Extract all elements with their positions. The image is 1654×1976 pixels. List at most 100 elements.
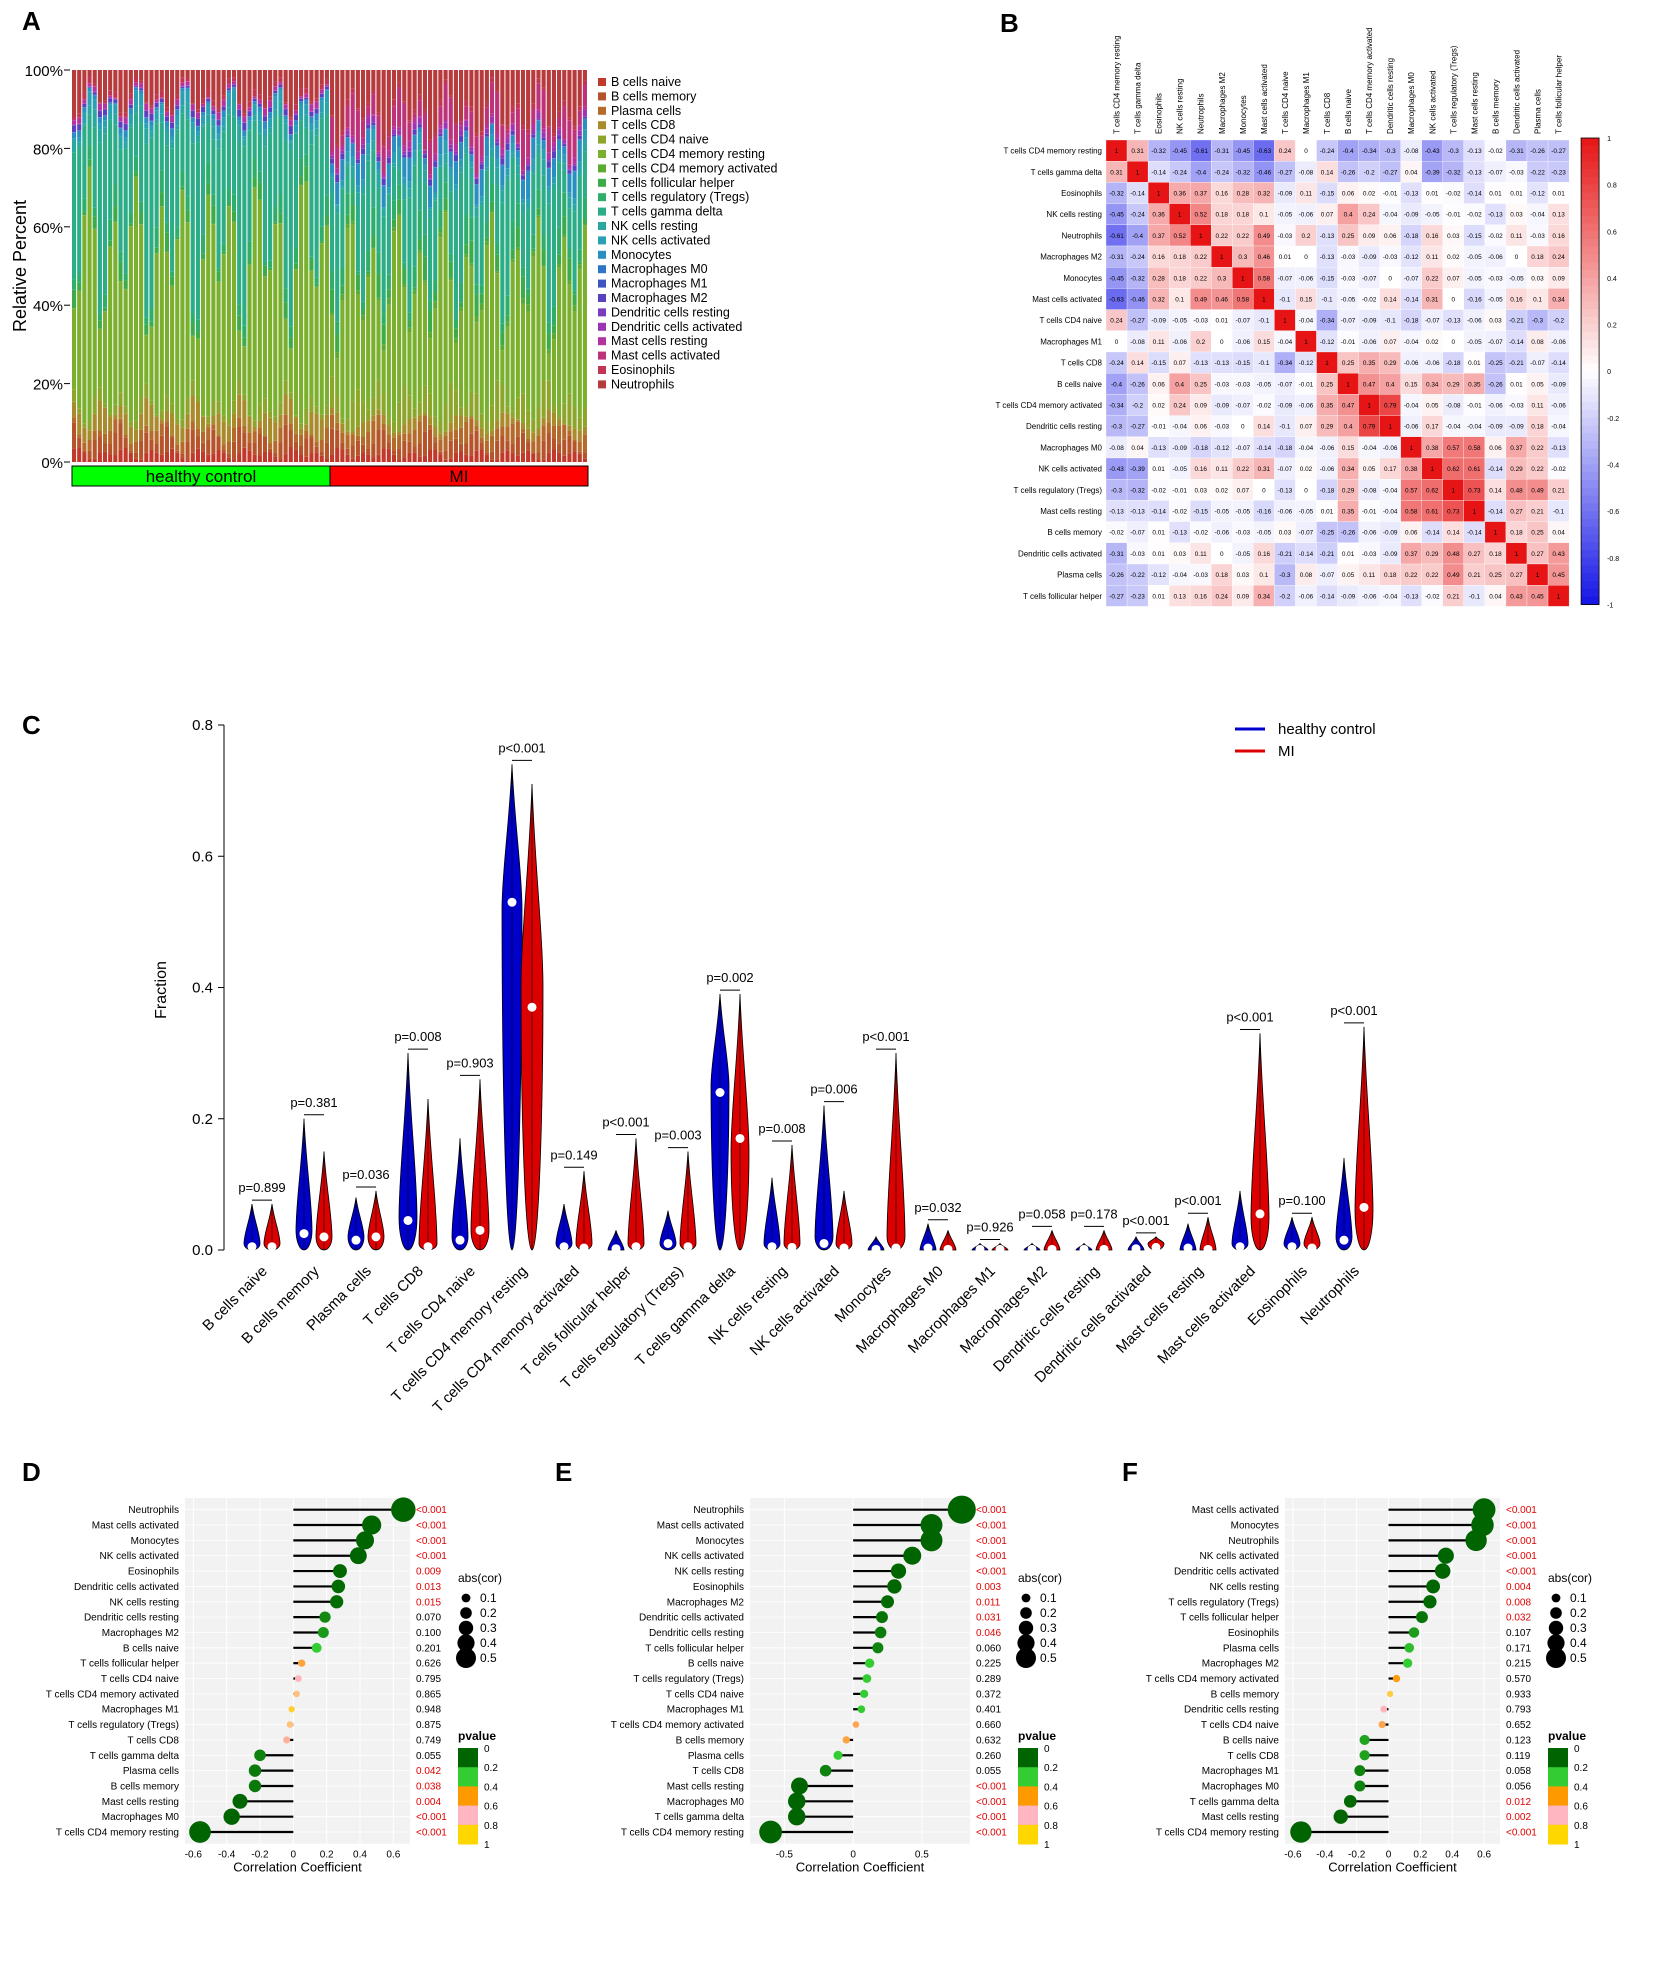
bar-segment [340,300,345,419]
bar-segment [211,106,216,110]
bar-segment [128,223,133,227]
bar-segment [278,77,283,83]
bar-segment [567,170,572,174]
bar-segment [402,287,407,386]
bar-segment [562,234,567,238]
bar-segment [520,428,526,433]
bar-segment [335,182,340,205]
bar-segment [366,431,371,449]
bar-segment [319,112,324,119]
bar-segment [231,87,237,89]
bar-segment [505,179,510,296]
heatmap-row-label: NK cells activated [1038,465,1102,474]
pvalue-text: 0.652 [1506,1720,1531,1731]
bar-segment [330,289,335,314]
bar-segment [479,442,484,450]
heatmap-value: -0.3 [1532,318,1543,325]
bar-segment [273,81,278,87]
bar-segment [226,203,231,207]
heatmap-value: 0.11 [1363,572,1375,579]
bar-segment [299,101,304,105]
bar-segment [123,117,128,124]
bar-segment [128,452,133,462]
bar-segment [443,122,448,129]
lollipop-dot [294,1675,302,1682]
bar-segment [376,169,381,174]
bar-segment [577,417,582,431]
pvalue-legend-label: 0.6 [484,1802,498,1813]
bar-segment [87,440,92,451]
heatmap-value: -0.4 [1343,148,1354,155]
bar-segment [443,212,448,404]
heatmap-value: 1 [1494,530,1498,537]
bar-segment [407,312,412,321]
bar-segment [340,268,345,286]
pvalue-text: 0.795 [416,1674,441,1685]
bar-segment [92,395,97,414]
heatmap-value: 1 [1557,593,1561,600]
bar-segment [283,453,288,462]
heatmap-value: 0.1 [1259,212,1268,219]
bar-segment [278,442,283,460]
bar-segment [402,385,407,425]
bar-segment [319,414,324,420]
bar-segment [293,417,299,434]
bar-segment [366,454,371,462]
row-label: T cells follicular helper [80,1659,179,1670]
heatmap-value: 0.18 [1510,530,1523,537]
bar-segment [87,458,92,462]
bar-segment [82,123,87,126]
bar-segment [201,98,206,104]
heatmap-value: -0.07 [1320,572,1335,579]
bar-segment [381,344,386,351]
bar-segment [159,97,164,99]
bar-segment [531,108,536,125]
heatmap-value: 0.29 [1321,424,1334,431]
bar-segment [226,114,231,189]
heatmap-value: 0.1 [1533,297,1542,304]
heatmap-value: 1 [1367,403,1371,410]
heatmap-value: -0.05 [1488,297,1503,304]
bar-segment [391,152,397,164]
bar-segment [252,454,257,462]
bar-segment [505,138,510,144]
heatmap-value: 0.57 [1405,487,1418,494]
bar-segment [402,424,407,434]
bar-segment [216,125,221,134]
heatmap-value: 0.01 [1216,318,1229,325]
colorbar-tick-label: -0.6 [1607,509,1619,516]
bar-segment [366,448,371,455]
pvalue-text: <0.001 [976,1828,1007,1839]
violin-median-point [559,1242,569,1252]
bar-segment [108,95,113,98]
bar-segment [319,226,324,242]
bar-segment [175,452,180,462]
bar-segment [97,117,102,124]
bar-segment [474,70,479,134]
heatmap-value: -0.05 [1257,530,1272,537]
bar-segment [474,393,479,421]
bar-segment [154,416,159,431]
bar-segment [366,271,371,275]
bar-segment [541,89,546,129]
bar-segment [180,82,185,87]
bar-segment [252,70,257,90]
heatmap-value: -0.27 [1278,169,1293,176]
heatmap-value: -0.27 [1130,424,1145,431]
heatmap-value: -0.61 [1193,148,1208,155]
lollipop-dot [1434,1563,1451,1579]
bar-segment [82,215,87,424]
bar-segment [582,452,587,459]
pvalue-text: 0.660 [976,1720,1001,1731]
colorbar-step [1581,332,1600,341]
bar-segment [546,157,551,161]
bar-segment [582,434,587,453]
bar-segment [164,132,170,146]
bar-segment [407,151,412,158]
bar-segment [428,70,433,140]
bar-segment [283,424,288,454]
bar-segment [87,166,92,421]
heatmap-row-label: Eosinophils [1061,189,1102,198]
heatmap-value: 0.1 [1175,297,1184,304]
bar-segment [520,393,526,423]
